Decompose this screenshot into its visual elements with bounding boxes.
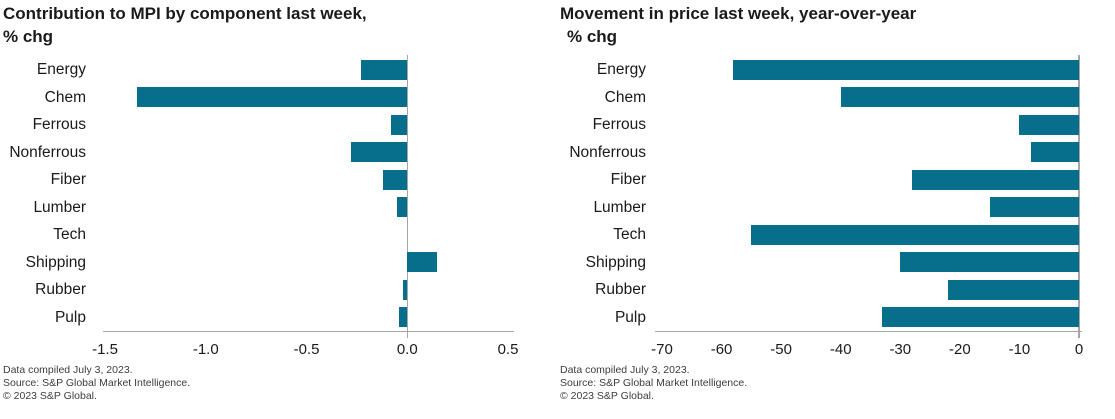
plot-area (103, 55, 514, 338)
x-tick-label--30: -30 (889, 341, 912, 358)
chart-price-movement-yoy: Movement in price last week, year-over-y… (555, 0, 1115, 419)
bar-nonferrous (350, 142, 408, 163)
chart-footer: Data compiled July 3, 2023. Source: S&P … (3, 364, 190, 403)
category-label-nonferrous: Nonferrous (9, 143, 86, 161)
x-tick-label-0.0: 0.0 (396, 341, 418, 358)
x-tick-label--40: -40 (829, 341, 852, 358)
bar-ferrous (391, 114, 408, 135)
x-tick-label--70: -70 (651, 341, 673, 358)
x-tick-label-0: 0 (1074, 341, 1084, 358)
chart-title-line1: Contribution to MPI by component last we… (3, 4, 367, 23)
category-label-fiber: Fiber (50, 171, 86, 188)
footer-copyright-line: © 2023 S&P Global. (560, 390, 654, 402)
chart-contribution-to-mpi: Contribution to MPI by component last we… (0, 0, 545, 419)
category-label-shipping: Shipping (585, 253, 646, 271)
x-tick-label-0.5: 0.5 (497, 341, 519, 358)
chart-title: Movement in price last week, year-over-y… (560, 3, 916, 48)
footer-copyright-line: © 2023 S&P Global. (3, 390, 97, 402)
category-label-energy: Energy (36, 61, 86, 78)
bar-fiber (383, 169, 408, 190)
bar-shipping (900, 252, 1079, 273)
chart-title-line2: % chg (3, 26, 54, 46)
chart-footer: Data compiled July 3, 2023. Source: S&P … (560, 364, 747, 403)
x-tick-label--20: -20 (949, 341, 971, 358)
zero-axis-line (1078, 55, 1080, 338)
category-label-pulp: Pulp (54, 308, 86, 326)
category-label-chem: Chem (44, 88, 86, 106)
x-tick-label--10: -10 (1008, 341, 1031, 358)
x-tick-label--1.0: -1.0 (192, 341, 219, 358)
category-label-shipping: Shipping (25, 253, 86, 271)
bar-energy (360, 59, 408, 80)
bar-tech (751, 224, 1079, 245)
bar-lumber (989, 197, 1079, 218)
bar-energy (733, 59, 1079, 80)
footer-source-line: Source: S&P Global Market Intelligence. (560, 377, 748, 389)
chart-title-line2: % chg (567, 26, 618, 46)
category-label-nonferrous: Nonferrous (569, 143, 646, 161)
bar-chem (137, 87, 408, 108)
bar-lumber (397, 197, 408, 218)
category-label-rubber: Rubber (35, 281, 86, 298)
chart-title-line1: Movement in price last week, year-over-y… (560, 4, 917, 23)
category-axis: Energy Chem Ferrous Nonferrous Fiber Lumber Te… (0, 56, 86, 331)
bar-fiber (912, 169, 1079, 190)
category-axis: Energy Chem Ferrous Nonferrous Fiber Lumber Te… (555, 56, 646, 331)
plot-area (655, 55, 1082, 338)
bar-ferrous (1019, 114, 1079, 135)
bar-pulp (399, 307, 408, 328)
footer-source-line: Source: S&P Global Market Intelligence. (3, 377, 191, 389)
category-label-energy: Energy (596, 61, 646, 78)
x-tick-label--1.5: -1.5 (92, 341, 118, 358)
category-label-lumber: Lumber (33, 198, 86, 216)
bar-pulp (882, 307, 1079, 328)
x-tick-label--60: -60 (710, 341, 733, 358)
bar-chem (840, 87, 1079, 108)
category-label-tech: Tech (613, 226, 646, 243)
bar-rubber (403, 279, 408, 300)
x-axis-line (103, 331, 514, 332)
category-label-tech: Tech (53, 226, 86, 243)
footer-compiled-line: Data compiled July 3, 2023. (3, 364, 133, 376)
chart-title: Contribution to MPI by component last we… (3, 3, 367, 48)
bar-shipping (407, 252, 438, 273)
category-label-ferrous: Ferrous (592, 116, 646, 133)
zero-axis-line (406, 55, 408, 338)
bar-nonferrous (1031, 142, 1079, 163)
category-label-rubber: Rubber (595, 281, 646, 298)
category-label-ferrous: Ferrous (32, 116, 86, 133)
category-label-lumber: Lumber (593, 198, 646, 216)
x-axis-line (655, 331, 1082, 332)
category-label-fiber: Fiber (610, 171, 646, 188)
footer-compiled-line: Data compiled July 3, 2023. (560, 364, 690, 376)
bar-rubber (947, 279, 1079, 300)
category-label-chem: Chem (604, 88, 646, 106)
category-label-pulp: Pulp (614, 308, 646, 326)
x-tick-label--50: -50 (770, 341, 792, 358)
x-tick-label--0.5: -0.5 (293, 341, 320, 358)
